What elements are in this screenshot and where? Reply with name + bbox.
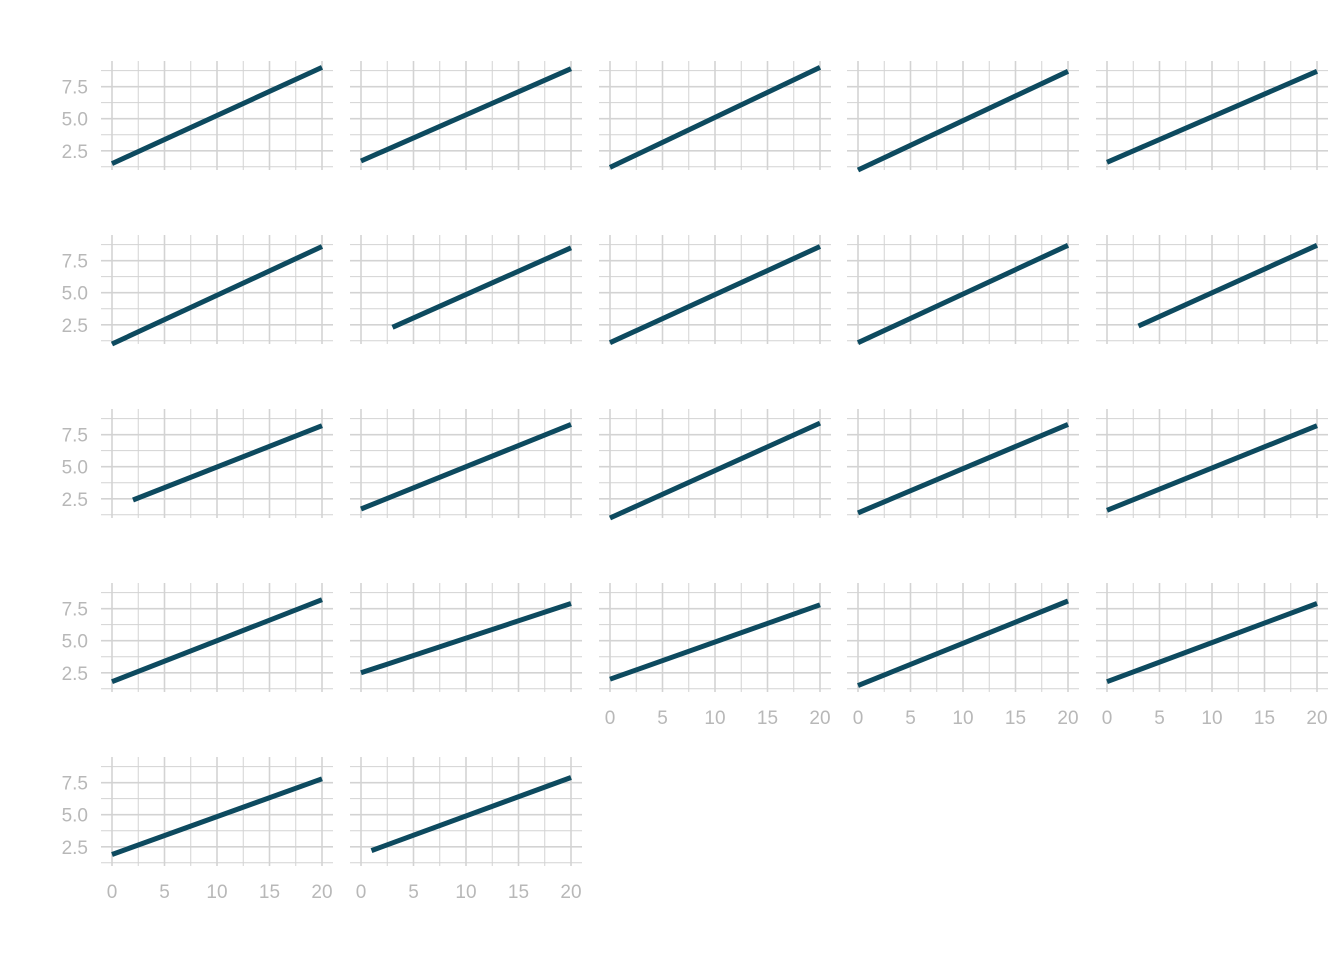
x-tick-label: 0 — [1102, 708, 1113, 729]
x-tick-label: 5 — [905, 708, 916, 729]
x-tick-label: 20 — [1057, 708, 1078, 729]
series-line — [391, 245, 573, 330]
panel-2 — [350, 61, 582, 170]
panel-3 — [599, 61, 831, 170]
panel-19: 0 5 10 15 20 — [847, 583, 1079, 729]
panel-12 — [350, 409, 582, 518]
x-tick-label: 10 — [455, 882, 476, 903]
series-line — [110, 65, 324, 166]
x-tick-label: 15 — [259, 882, 280, 903]
series-line — [857, 598, 1069, 688]
panel-6: 2.5 5.0 7.5 — [62, 235, 333, 347]
panel-7 — [350, 235, 582, 344]
panel-5 — [1096, 61, 1328, 170]
series-line — [608, 65, 822, 170]
series-line — [110, 244, 324, 347]
y-tick-label: 2.5 — [62, 664, 88, 685]
series-line — [1106, 69, 1318, 165]
x-tick-label: 0 — [356, 882, 367, 903]
series-line — [608, 420, 822, 521]
panel-13 — [599, 409, 831, 521]
y-tick-label: 2.5 — [62, 838, 88, 859]
panel-14 — [847, 409, 1079, 518]
series-line — [857, 422, 1069, 516]
series-line — [360, 422, 572, 512]
x-tick-label: 20 — [1306, 708, 1327, 729]
series-line — [360, 601, 572, 676]
y-tick-label: 5.0 — [62, 806, 88, 827]
y-tick-label: 7.5 — [62, 774, 88, 795]
x-tick-label: 5 — [657, 708, 668, 729]
x-tick-label: 5 — [408, 882, 419, 903]
panel-1: 2.5 5.0 7.5 — [62, 61, 333, 170]
x-tick-label: 10 — [206, 882, 227, 903]
y-tick-label: 2.5 — [62, 316, 88, 337]
series-line — [856, 69, 1070, 173]
series-line — [1137, 243, 1319, 329]
x-tick-label: 0 — [605, 708, 616, 729]
panel-15 — [1096, 409, 1328, 518]
y-tick-label: 7.5 — [62, 252, 88, 273]
series-line — [608, 244, 822, 345]
series-line — [1106, 423, 1318, 513]
x-tick-label: 10 — [952, 708, 973, 729]
panel-10 — [1096, 235, 1328, 344]
panel-4 — [847, 61, 1079, 173]
y-tick-label: 5.0 — [62, 458, 88, 479]
panel-21: 2.5 5.0 7.5 0 5 10 15 20 — [62, 757, 333, 903]
x-tick-label: 0 — [107, 882, 118, 903]
series-line — [111, 776, 323, 857]
x-tick-label: 5 — [1154, 708, 1165, 729]
y-tick-label: 5.0 — [62, 632, 88, 653]
y-tick-label: 5.0 — [62, 284, 88, 305]
x-tick-label: 20 — [809, 708, 830, 729]
panel-22: 0 5 10 15 20 — [350, 757, 582, 903]
y-tick-label: 7.5 — [62, 426, 88, 447]
y-tick-label: 5.0 — [62, 110, 88, 131]
x-tick-label: 15 — [508, 882, 529, 903]
x-tick-label: 10 — [1201, 708, 1222, 729]
x-tick-label: 15 — [1254, 708, 1275, 729]
series-line — [856, 243, 1070, 345]
x-tick-label: 15 — [757, 708, 778, 729]
y-tick-label: 2.5 — [62, 142, 88, 163]
series-line — [1106, 601, 1318, 685]
series-line — [111, 597, 323, 685]
x-tick-label: 10 — [704, 708, 725, 729]
panel-11: 2.5 5.0 7.5 — [62, 409, 333, 518]
series-line — [359, 66, 573, 164]
x-tick-label: 0 — [853, 708, 864, 729]
series-line — [370, 775, 572, 853]
y-tick-label: 2.5 — [62, 490, 88, 511]
panel-17 — [350, 583, 582, 692]
panel-8 — [599, 235, 831, 345]
x-tick-label: 20 — [560, 882, 581, 903]
x-tick-label: 20 — [311, 882, 332, 903]
panel-9 — [847, 235, 1079, 345]
series-line — [132, 423, 323, 503]
x-tick-label: 15 — [1005, 708, 1026, 729]
panel-16: 2.5 5.0 7.5 — [62, 583, 333, 692]
panel-20: 0 5 10 15 20 — [1096, 583, 1328, 729]
y-tick-label: 7.5 — [62, 600, 88, 621]
panel-18: 0 5 10 15 20 — [599, 583, 831, 729]
x-tick-label: 5 — [159, 882, 170, 903]
y-tick-label: 7.5 — [62, 78, 88, 99]
series-line — [609, 602, 821, 682]
